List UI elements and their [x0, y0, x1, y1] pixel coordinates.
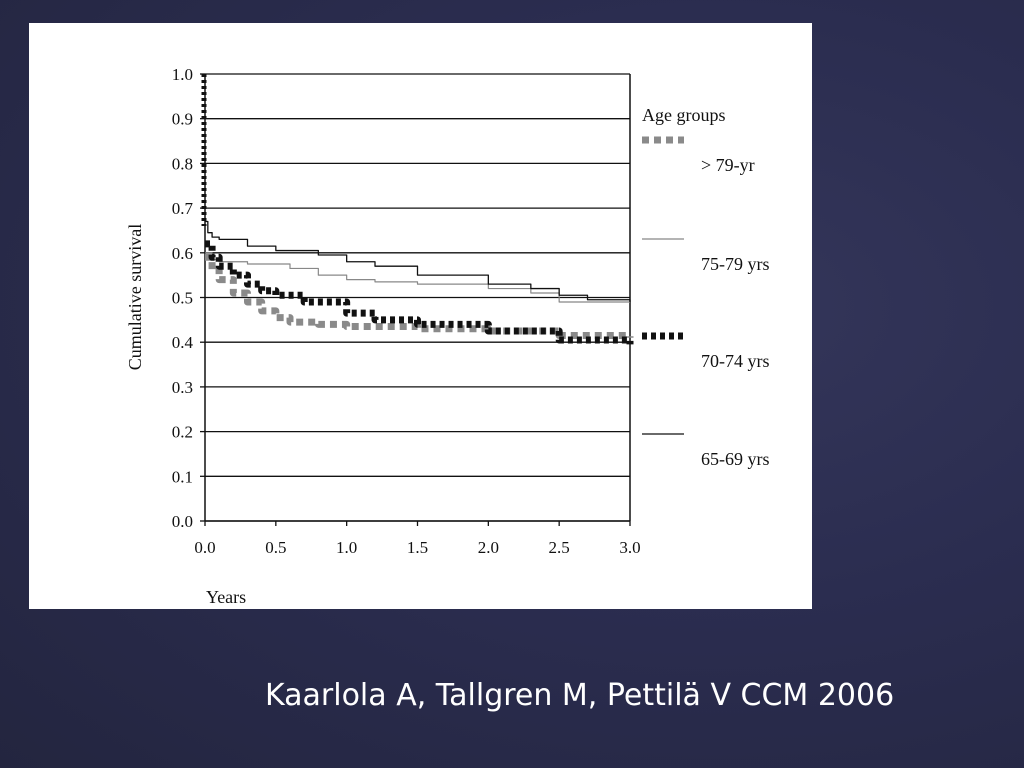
series-lines [201, 74, 634, 345]
citation-text: Kaarlola A, Tallgren M, Pettilä V CCM 20… [265, 678, 895, 713]
y-tick-label: 1.0 [172, 65, 193, 84]
legend-title: Age groups [642, 105, 726, 125]
x-tick-label: 2.0 [478, 538, 499, 557]
y-axis-label: Cumulative survival [125, 224, 145, 370]
legend: Age groups > 79-yr 75-79 yrs 70-74 yrs 65-69… [642, 105, 770, 469]
y-tick-label: 0.8 [172, 154, 193, 173]
series-line-65-69-yrs [205, 220, 631, 302]
y-tick-label: 0.0 [172, 512, 193, 531]
legend-entry-label: > 79-yr [701, 155, 755, 175]
y-tick-label: 0.5 [172, 289, 193, 308]
x-tick-label: 1.5 [407, 538, 428, 557]
x-axis-label: Years [206, 587, 246, 607]
x-tick-label: 2.5 [549, 538, 570, 557]
y-tick-label: 0.4 [172, 333, 194, 352]
x-tick-label: 3.0 [619, 538, 640, 557]
legend-entry-label: 65-69 yrs [701, 449, 770, 469]
x-tick-label: 0.5 [265, 538, 286, 557]
legend-entry-label: 75-79 yrs [701, 254, 770, 274]
tick-labels: 0.0 0.1 0.2 0.3 0.4 0.5 0.6 0.7 0.8 0.9 1.0 0.0 0.5 1… [172, 65, 641, 557]
y-tick-label: 0.1 [172, 467, 193, 486]
y-tick-label: 0.6 [172, 244, 193, 263]
survival-chart: 0.0 0.1 0.2 0.3 0.4 0.5 0.6 0.7 0.8 0.9 1.0 0.0 0.5 1… [125, 65, 770, 607]
grid-lines [205, 73, 630, 522]
legend-entry-label: 70-74 yrs [701, 351, 770, 371]
axes [200, 73, 631, 526]
y-tick-label: 0.2 [172, 423, 193, 442]
y-tick-label: 0.9 [172, 110, 193, 129]
x-tick-label: 0.0 [194, 538, 215, 557]
y-tick-label: 0.3 [172, 378, 193, 397]
series-line-75-79-yrs [205, 252, 630, 303]
y-tick-label: 0.7 [172, 199, 194, 218]
x-tick-label: 1.0 [336, 538, 357, 557]
chart-panel: 0.0 0.1 0.2 0.3 0.4 0.5 0.6 0.7 0.8 0.9 1.0 0.0 0.5 1… [29, 23, 812, 609]
